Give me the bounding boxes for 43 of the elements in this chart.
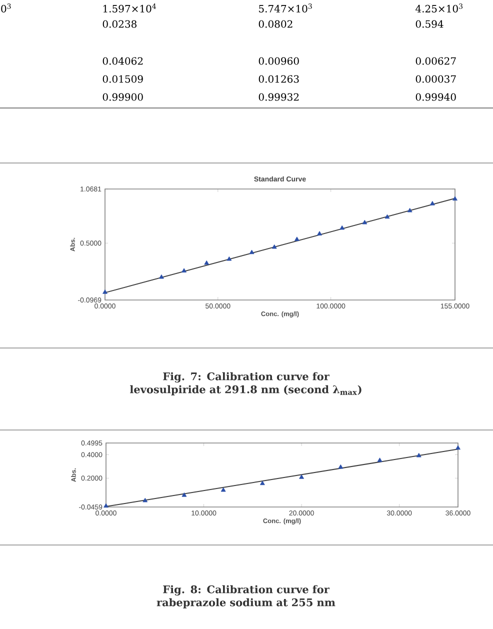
text: 0.99940 (416, 93, 456, 101)
text: 0.01263 (258, 75, 299, 83)
point (182, 492, 187, 497)
point (377, 458, 382, 462)
point (142, 498, 148, 502)
point (159, 274, 164, 279)
point (226, 256, 232, 261)
point (416, 452, 422, 458)
point (317, 231, 322, 236)
point (452, 196, 458, 201)
point (340, 225, 345, 230)
text: 0.0238 (102, 20, 137, 28)
text: 0.01509 (102, 75, 143, 83)
point (272, 244, 277, 249)
point (220, 487, 226, 492)
point (456, 445, 460, 450)
text: 0.99932 (258, 93, 299, 101)
caption: Fig. 7: Calibration curve for levosulpiride at 291.8 nm (second λ$_{max}$) (130, 372, 362, 396)
text: 0.04062 (102, 57, 143, 65)
text: 0.00960 (258, 57, 299, 65)
text: 0.0802 (258, 20, 292, 28)
text: 0.99900 (102, 93, 143, 101)
point (299, 474, 304, 479)
point (204, 260, 210, 265)
text: 0.00627 (416, 57, 456, 65)
point (384, 214, 390, 219)
text: 0$^{3}$ (1, 4, 11, 12)
point (362, 220, 368, 224)
point (294, 236, 300, 242)
caption: Fig. 8: Calibration curve for rabeprazole sodium at 255 nm (156, 585, 336, 608)
point (430, 200, 435, 206)
point (338, 464, 344, 469)
point (182, 268, 186, 272)
text: 4.25×10$^{3}$ (416, 4, 463, 12)
point (407, 208, 412, 212)
text: 0.594 (416, 20, 444, 28)
point (102, 289, 108, 294)
text: 5.747×10$^{3}$ (259, 4, 312, 12)
text: 0.00037 (416, 75, 456, 83)
point (260, 480, 265, 486)
point (249, 250, 254, 254)
text: 1.597×10$^{4}$ (103, 4, 156, 12)
point (104, 503, 108, 508)
